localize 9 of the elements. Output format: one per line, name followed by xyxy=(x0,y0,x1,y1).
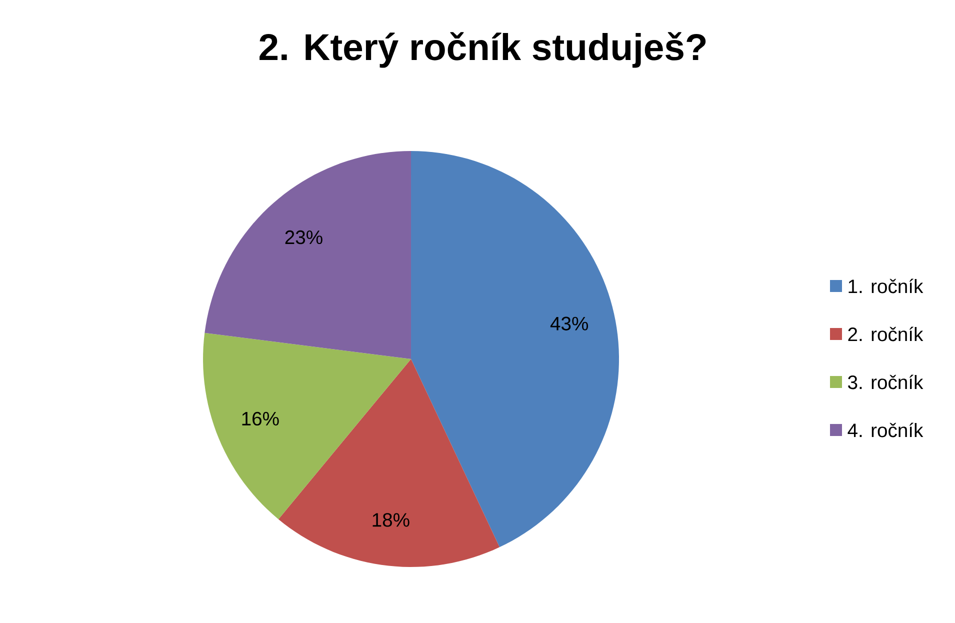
legend-label: 4. ročník xyxy=(848,422,924,438)
legend-label: 3. ročník xyxy=(848,374,924,390)
legend-label: 2. ročník xyxy=(848,326,924,342)
data-label: 18% xyxy=(372,513,410,527)
chart-title: 2. Který ročník studuješ? xyxy=(260,32,706,68)
data-label: 43% xyxy=(550,316,588,330)
data-label: 23% xyxy=(285,230,322,244)
data-label: 16% xyxy=(242,412,279,426)
legend-label: 1. ročník xyxy=(848,278,924,294)
